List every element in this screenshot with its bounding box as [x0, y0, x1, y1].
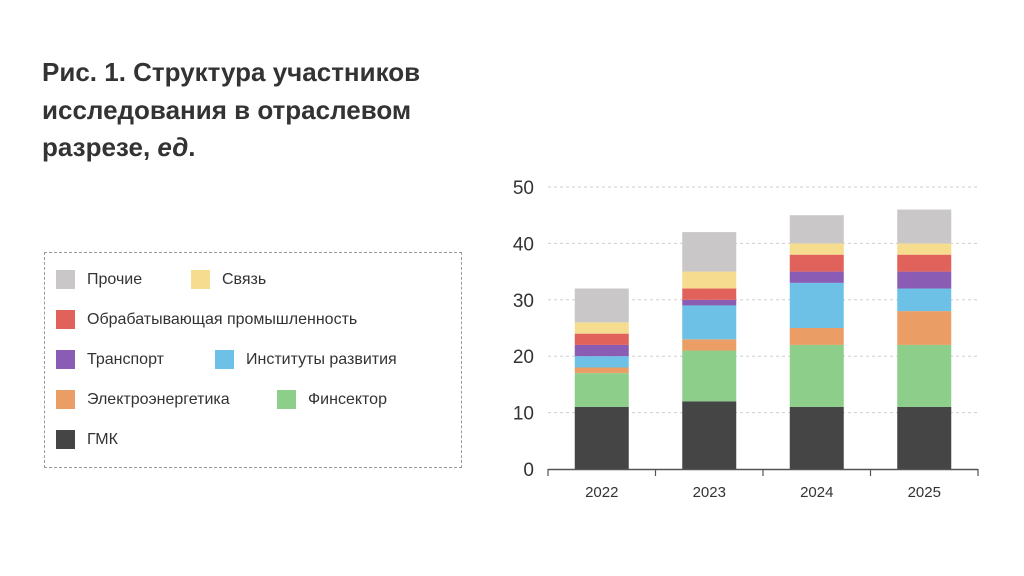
bar-segment-2022-0 — [574, 406, 629, 469]
legend-swatch-power — [56, 390, 75, 409]
bar-segment-2023-6 — [682, 271, 737, 289]
bar-segment-2023-7 — [682, 232, 737, 272]
chart-title-end: . — [188, 132, 196, 163]
bar-segment-2025-5 — [897, 254, 952, 272]
legend-swatch-manufacturing — [56, 310, 75, 329]
y-tick-label-10: 10 — [513, 404, 534, 425]
bar-segment-2022-6 — [574, 322, 629, 334]
bar-segment-2024-0 — [789, 406, 844, 469]
bar-segment-2024-7 — [789, 215, 844, 244]
bar-segment-2024-6 — [789, 243, 844, 255]
legend-label-metals: ГМК — [87, 430, 118, 448]
bar-segment-2025-3 — [897, 288, 952, 312]
legend-swatch-metals — [56, 430, 75, 449]
bar-segment-2024-2 — [789, 328, 844, 345]
legend-label-dev-institutes: Институты развития — [246, 350, 397, 368]
bar-segment-2023-4 — [682, 299, 737, 306]
legend-item-power: Электроэнергетика — [56, 390, 230, 409]
bar-segment-2024-3 — [789, 282, 844, 328]
legend-swatch-finance — [277, 390, 296, 409]
legend-swatch-telecom — [191, 270, 210, 289]
bar-segment-2022-7 — [574, 288, 629, 323]
bar-segment-2024-5 — [789, 254, 844, 272]
bar-segment-2023-2 — [682, 339, 737, 351]
legend-swatch-dev-institutes — [215, 350, 234, 369]
legend-item-dev-institutes: Институты развития — [215, 350, 397, 369]
bar-segment-2023-5 — [682, 288, 737, 300]
bar-segment-2023-1 — [682, 350, 737, 402]
bar-segment-2024-4 — [789, 271, 844, 283]
y-tick-label-50: 50 — [513, 178, 534, 199]
x-tick-label-2024: 2024 — [800, 484, 833, 501]
bar-segment-2023-3 — [682, 305, 737, 340]
legend-label-manufacturing: Обрабатывающая промышленность — [87, 310, 358, 328]
bar-segment-2022-5 — [574, 333, 629, 345]
bar-segment-2025-6 — [897, 243, 952, 255]
chart-legend: Прочие Связь Обрабатывающая промышленнос… — [44, 252, 462, 468]
bar-segment-2022-1 — [574, 373, 629, 407]
legend-item-other: Прочие — [56, 270, 142, 289]
legend-swatch-other — [56, 270, 75, 289]
legend-swatch-transport — [56, 350, 75, 369]
legend-label-telecom: Связь — [222, 270, 267, 288]
legend-label-power: Электроэнергетика — [87, 390, 230, 408]
y-tick-label-40: 40 — [513, 234, 534, 255]
legend-item-finance: Финсектор — [277, 390, 387, 409]
bar-segment-2025-7 — [897, 209, 952, 244]
legend-label-other: Прочие — [87, 270, 143, 288]
legend-item-telecom: Связь — [191, 270, 266, 289]
legend-item-metals: ГМК — [56, 430, 118, 449]
bar-segment-2022-2 — [574, 367, 629, 374]
legend-label-finance: Финсектор — [308, 390, 387, 408]
x-tick-label-2025: 2025 — [908, 484, 941, 501]
x-tick-label-2022: 2022 — [585, 484, 618, 501]
bar-segment-2025-4 — [897, 271, 952, 289]
legend-item-manufacturing: Обрабатывающая промышленность — [56, 310, 357, 329]
y-tick-label-30: 30 — [513, 291, 534, 312]
bar-segment-2025-2 — [897, 311, 952, 345]
bar-segment-2025-1 — [897, 344, 952, 407]
bar-segment-2024-1 — [789, 344, 844, 407]
bar-segment-2023-0 — [682, 401, 737, 469]
bar-segment-2022-4 — [574, 344, 629, 357]
chart-title: Рис. 1. Структура участников исследовани… — [42, 54, 502, 167]
chart-title-unit: ед — [157, 132, 189, 163]
bar-segment-2022-3 — [574, 356, 629, 368]
bar-segment-2025-0 — [897, 406, 952, 469]
legend-item-transport: Транспорт — [56, 350, 164, 369]
legend-label-transport: Транспорт — [87, 350, 164, 368]
chart-title-text: Рис. 1. Структура участников исследовани… — [42, 57, 421, 163]
y-tick-label-0: 0 — [523, 460, 534, 481]
y-tick-label-20: 20 — [513, 347, 534, 368]
x-tick-label-2023: 2023 — [693, 484, 726, 501]
